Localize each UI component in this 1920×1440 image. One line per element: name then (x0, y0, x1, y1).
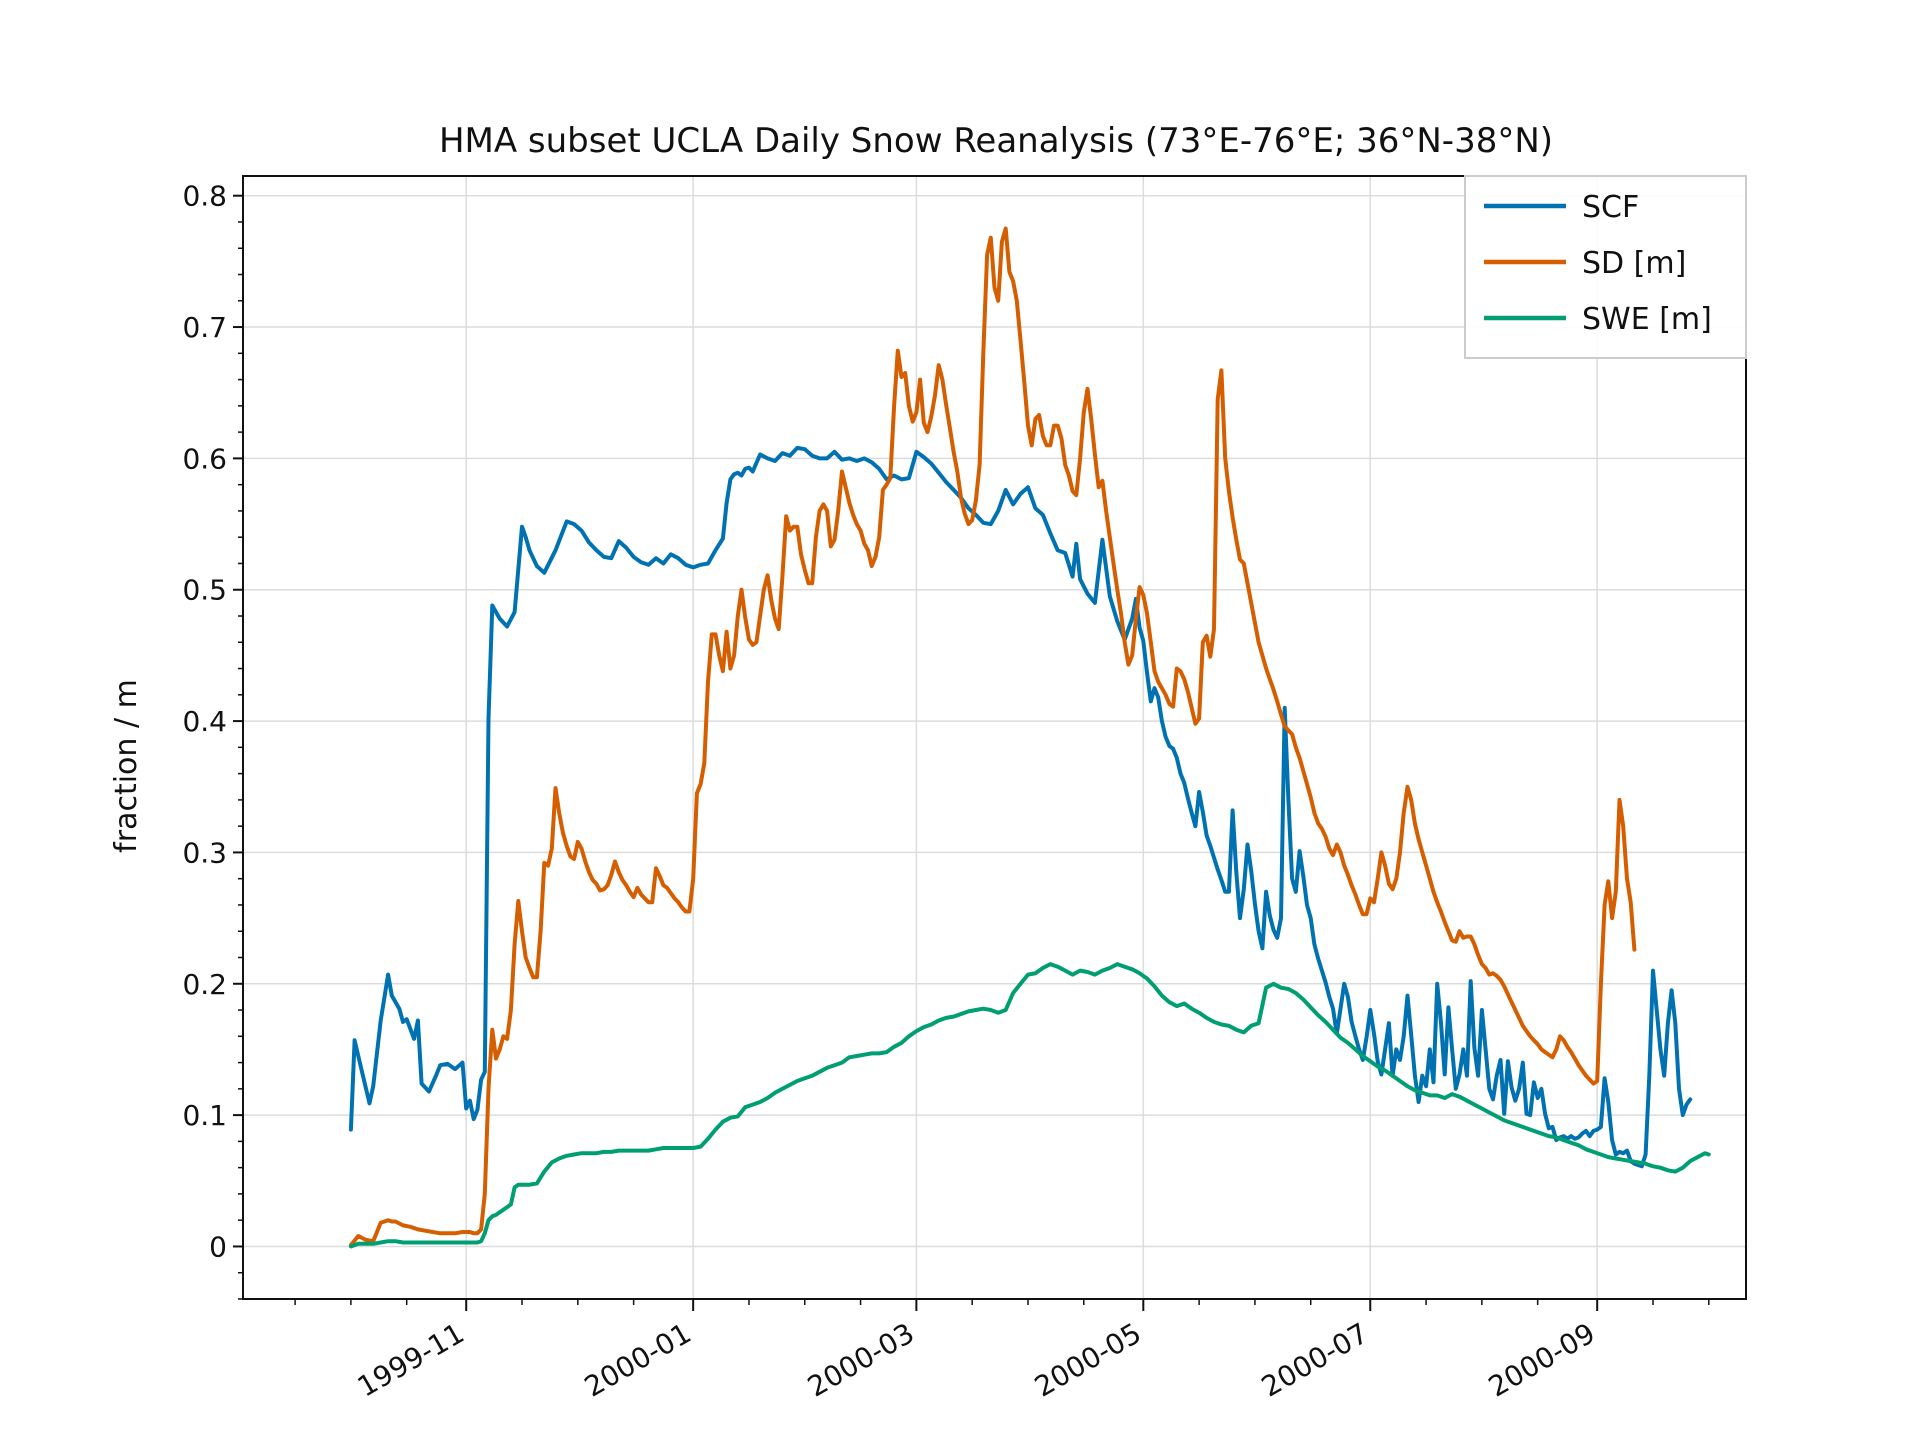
y-tick-label: 0.7 (182, 311, 227, 344)
y-axis-ticks: 0 0.1 0.2 0.3 0.4 0.5 0.6 0.7 0.8 (182, 180, 243, 1300)
legend-label: SWE [m] (1582, 302, 1712, 337)
plot-frame (242, 175, 1747, 1300)
grid-lines (243, 176, 1746, 1299)
legend-label: SCF (1582, 190, 1639, 225)
series-lines (348, 226, 1711, 1249)
chart-title: HMA subset UCLA Daily Snow Reanalysis (7… (439, 121, 1553, 161)
y-tick-label: 0.4 (182, 705, 227, 738)
y-tick-label: 0 (209, 1230, 227, 1263)
legend-box (1464, 175, 1747, 359)
y-axis-label: fraction / m (109, 679, 144, 853)
y-tick-label: 0.1 (182, 1099, 227, 1132)
legend: SCF SD [m] SWE [m] (1464, 175, 1747, 359)
y-tick-label: 0.6 (182, 442, 227, 475)
legend-label: SD [m] (1582, 246, 1686, 281)
y-tick-label: 0.2 (182, 968, 227, 1001)
series-line-sd-m (348, 226, 1637, 1248)
series-line-swe-m (348, 962, 1711, 1249)
y-tick-label: 0.5 (182, 574, 227, 607)
y-tick-label: 0.3 (182, 836, 227, 869)
y-tick-label: 0.8 (182, 180, 227, 213)
legend-items: SCF SD [m] SWE [m] (1484, 190, 1712, 337)
series-line-scf (348, 445, 1693, 1169)
